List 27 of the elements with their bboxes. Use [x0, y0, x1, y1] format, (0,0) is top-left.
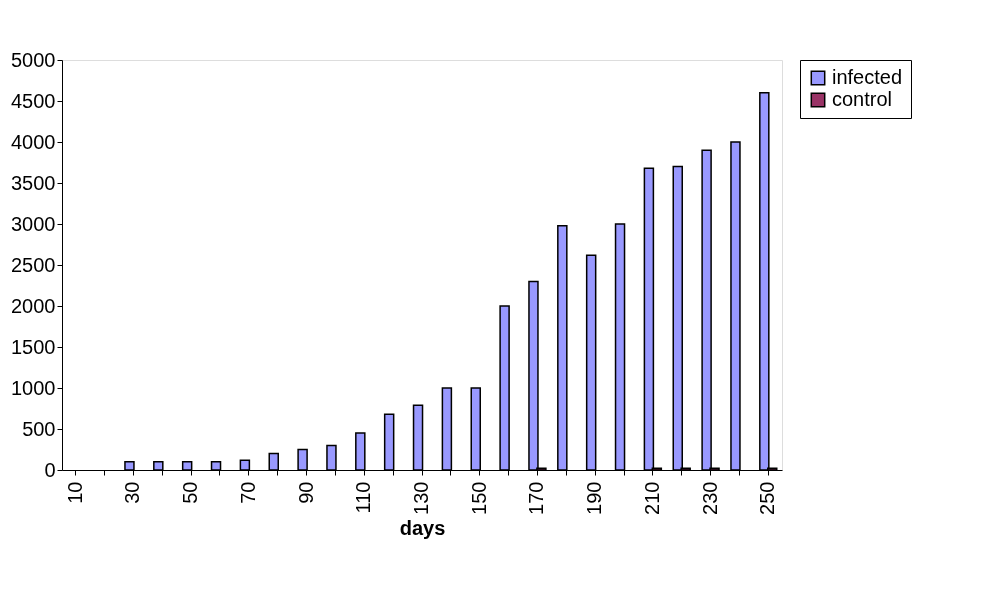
y-tick-label: 2000 [11, 294, 56, 317]
y-tick-label: 1000 [11, 376, 56, 399]
x-axis-title: days [399, 516, 446, 539]
y-tick-label: 500 [22, 417, 56, 440]
y-tick-label: 4500 [11, 89, 56, 112]
y-tick-label: 3500 [11, 171, 56, 194]
legend-label: control [832, 88, 893, 110]
x-tick-label: 90 [294, 481, 317, 504]
x-tick-label: 50 [179, 481, 202, 504]
x-tick-label: 190 [583, 481, 606, 515]
x-tick-label: 250 [756, 481, 779, 515]
y-tick-label: 2500 [11, 253, 56, 276]
x-tick-label: 210 [640, 481, 663, 515]
y-tick-label: 0 [44, 458, 56, 481]
x-tick-label: 170 [525, 481, 548, 515]
x-tick-label: 110 [352, 481, 375, 514]
x-tick-label: 130 [410, 481, 432, 515]
x-tick-label: 150 [467, 481, 490, 515]
y-tick-label: 4000 [11, 130, 56, 153]
x-tick-label: 70 [236, 481, 259, 504]
y-tick-label: 3000 [11, 212, 56, 235]
y-tick-label: 5000 [11, 48, 56, 71]
x-tick-label: 10 [63, 481, 86, 504]
legend-label: infected [832, 66, 903, 88]
x-tick-label: 30 [121, 481, 144, 504]
y-tick-label: 1500 [11, 335, 56, 358]
x-tick-label: 230 [698, 481, 721, 515]
